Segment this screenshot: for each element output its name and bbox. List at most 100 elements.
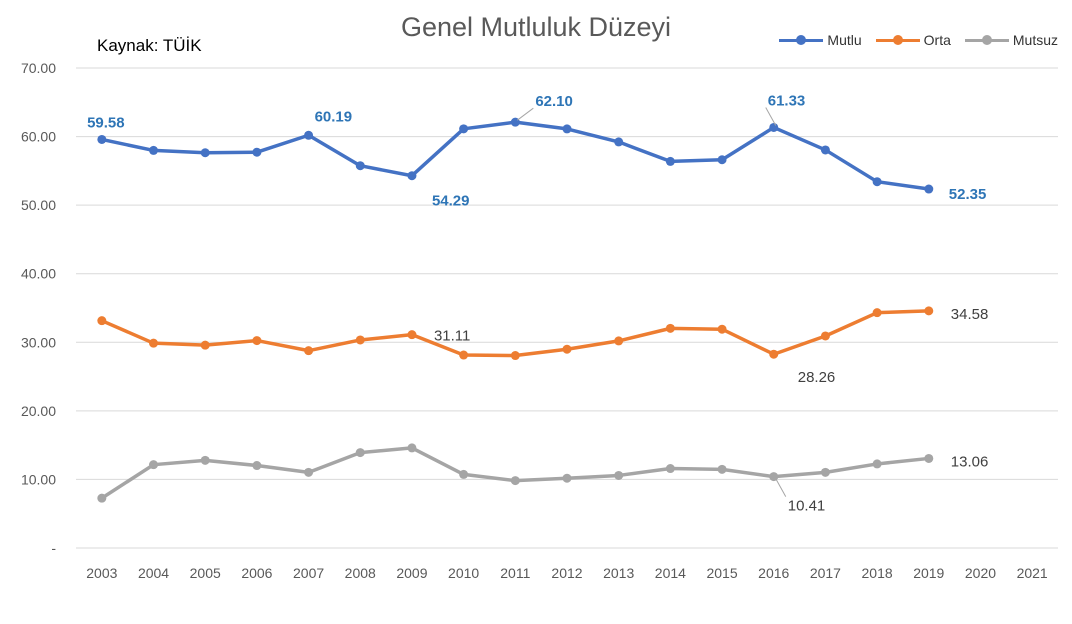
data-point-mutsuz [200,455,210,465]
y-tick-label: 70.00 [21,60,56,76]
data-point-orta [252,336,262,346]
data-point-mutlu [97,134,107,144]
x-tick-label: 2018 [862,565,893,581]
data-point-orta [407,330,417,340]
data-label-orta: 31.11 [434,328,470,345]
x-tick-label: 2021 [1017,565,1048,581]
x-tick-label: 2020 [965,565,996,581]
data-point-mutsuz [562,473,572,483]
x-tick-label: 2016 [758,565,789,581]
series-line-orta [100,309,931,358]
data-point-mutlu [304,130,314,140]
data-label-mutlu: 52.35 [949,186,987,203]
label-leader-line [775,478,787,497]
data-point-mutsuz [614,470,624,480]
data-point-mutlu [149,145,159,155]
data-point-mutlu [200,148,210,158]
y-tick-label: 40.00 [21,266,56,282]
legend-swatch-mutsuz [964,33,1009,47]
data-point-mutsuz [97,493,107,503]
x-tick-label: 2019 [913,565,944,581]
legend: Mutlu Orta Mutsuz [779,32,1058,48]
data-point-mutlu [924,184,934,194]
data-point-orta [355,335,365,345]
x-tick-label: 2012 [551,565,582,581]
data-point-mutlu [872,177,882,187]
x-tick-label: 2006 [241,565,272,581]
data-label-mutlu: 62.10 [535,93,573,110]
source-label: Kaynak: TÜİK [97,36,202,55]
data-point-orta [149,338,159,348]
data-point-mutsuz [665,464,675,474]
data-label-orta: 34.58 [951,306,989,323]
data-point-mutsuz [510,476,520,486]
data-point-mutlu [717,155,727,165]
data-point-mutlu [252,147,262,157]
data-point-mutsuz [717,464,727,474]
data-point-mutlu [562,124,572,134]
data-point-mutsuz [355,448,365,458]
data-point-mutsuz [252,461,262,471]
data-label-mutlu: 54.29 [432,193,470,210]
legend-item-orta: Orta [875,32,951,48]
data-point-mutsuz [872,459,882,469]
data-point-mutlu [614,137,624,147]
chart-title: Genel Mutluluk Düzeyi [400,12,672,42]
x-tick-label: 2004 [138,565,169,581]
data-point-orta [717,324,727,334]
data-label-mutlu: 60.19 [315,108,353,125]
data-point-orta [769,349,779,359]
data-point-orta [665,323,675,333]
label-leader-line [517,107,534,121]
y-tick-label: - [51,540,56,556]
data-point-orta [200,340,210,350]
y-tick-label: 50.00 [21,197,56,213]
series-line-mutsuz [100,446,931,500]
data-point-orta [97,316,107,326]
data-label-mutsuz: 10.41 [788,498,826,515]
data-point-mutlu [769,122,779,132]
data-point-orta [924,306,934,316]
x-tick-label: 2011 [500,565,530,581]
data-point-orta [304,346,314,356]
series-line-mutlu [100,120,931,191]
data-point-mutsuz [820,467,830,477]
legend-label-mutsuz: Mutsuz [1012,32,1058,48]
data-point-orta [872,308,882,318]
data-label-orta: 28.26 [798,369,836,386]
x-tick-label: 2015 [706,565,737,581]
y-tick-label: 10.00 [21,471,56,487]
x-tick-label: 2013 [603,565,634,581]
x-tick-label: 2007 [293,565,324,581]
data-point-mutlu [820,145,830,155]
x-tick-label: 2014 [655,565,686,581]
x-tick-label: 2017 [810,565,841,581]
y-tick-label: 20.00 [21,403,56,419]
label-leader-line [765,107,777,126]
legend-label-orta: Orta [923,32,951,48]
data-point-mutlu [665,156,675,166]
legend-label-mutlu: Mutlu [827,32,862,48]
data-point-orta [459,350,469,360]
data-label-mutsuz: 13.06 [951,453,989,470]
data-label-mutlu: 61.33 [768,92,806,109]
y-tick-label: 60.00 [21,129,56,145]
data-point-mutlu [407,171,417,181]
data-point-mutsuz [407,443,417,453]
x-tick-label: 2005 [190,565,221,581]
legend-swatch-mutlu [779,33,824,47]
data-point-mutsuz [149,460,159,470]
data-label-mutlu: 59.58 [87,114,125,131]
legend-item-mutlu: Mutlu [779,32,862,48]
data-point-mutsuz [924,453,934,463]
data-point-mutlu [459,124,469,134]
x-tick-label: 2009 [396,565,427,581]
data-point-mutsuz [304,467,314,477]
x-tick-label: 2003 [86,565,117,581]
data-point-mutlu [355,161,365,171]
data-point-orta [562,344,572,354]
x-tick-label: 2008 [345,565,376,581]
data-point-orta [820,331,830,341]
y-tick-label: 30.00 [21,334,56,350]
